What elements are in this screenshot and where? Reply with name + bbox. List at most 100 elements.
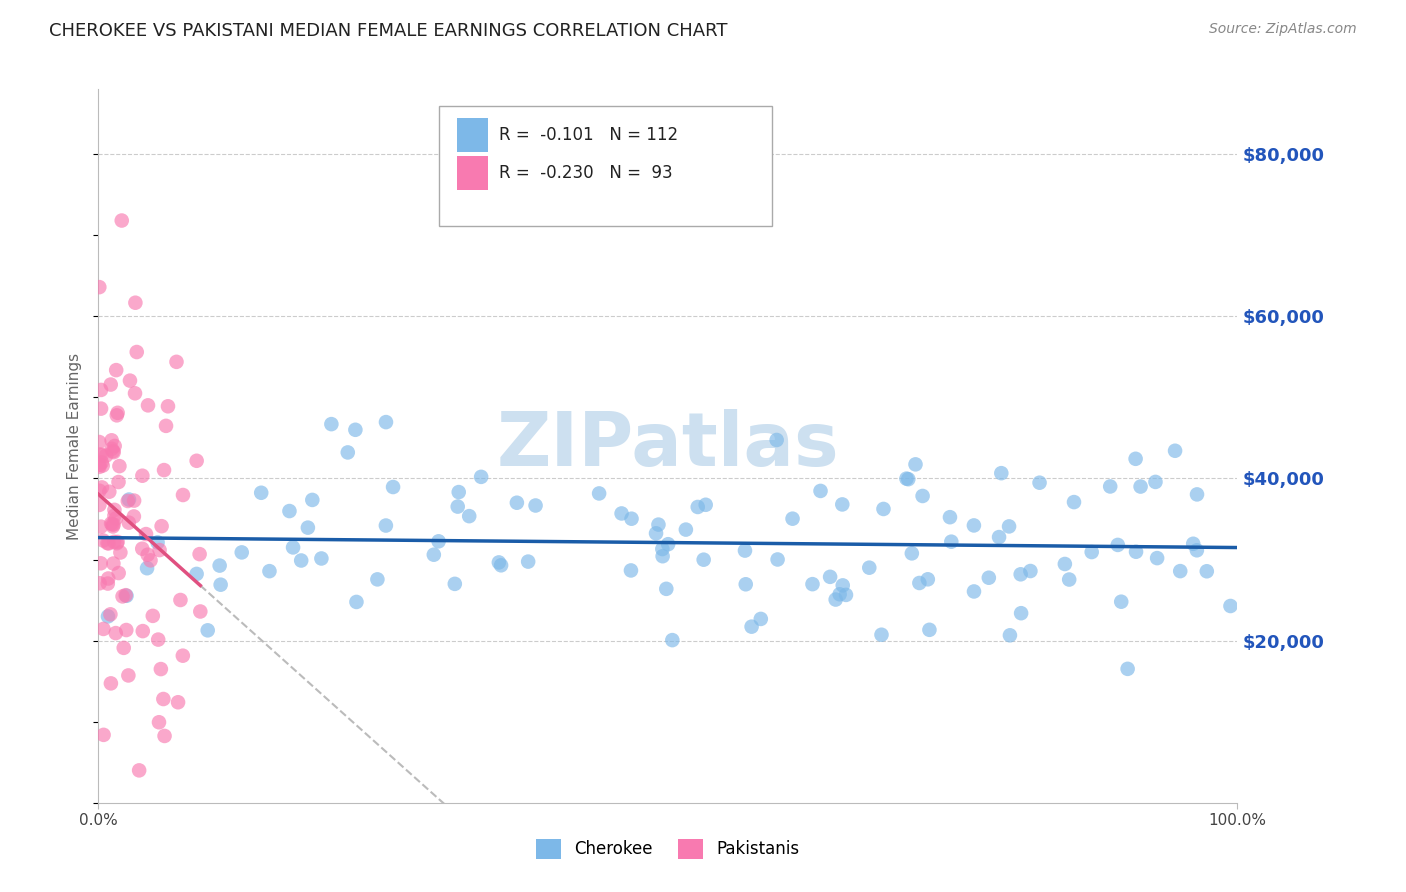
Point <box>1028 475 1050 490</box>
Point <box>977 571 1000 585</box>
Point <box>1057 573 1080 587</box>
Point <box>172 648 194 663</box>
Point <box>1099 479 1122 493</box>
Point <box>90 449 112 463</box>
Point <box>1219 599 1241 613</box>
Point <box>374 518 396 533</box>
Point <box>231 545 253 559</box>
Point <box>366 573 388 587</box>
Point <box>89 459 111 474</box>
Point <box>647 517 669 532</box>
Point <box>620 564 643 578</box>
Point <box>101 444 124 458</box>
Point <box>458 509 481 524</box>
Point <box>447 485 470 500</box>
Point <box>489 558 512 573</box>
Point <box>103 534 125 549</box>
Point <box>1010 606 1032 620</box>
Point <box>904 458 927 472</box>
Point <box>108 459 131 474</box>
Point <box>1053 557 1076 571</box>
Point <box>131 468 153 483</box>
Point <box>675 523 697 537</box>
Point <box>97 576 120 591</box>
Point <box>110 545 132 559</box>
Point <box>97 609 120 624</box>
Point <box>89 498 111 512</box>
Point <box>104 511 127 525</box>
Text: Source: ZipAtlas.com: Source: ZipAtlas.com <box>1209 22 1357 37</box>
Point <box>1185 543 1208 558</box>
Point <box>1144 475 1167 489</box>
Point <box>91 480 114 494</box>
Point <box>153 463 176 477</box>
Point <box>197 624 219 638</box>
Point <box>89 576 111 591</box>
Point <box>301 492 323 507</box>
Point <box>1109 595 1132 609</box>
Point <box>166 355 188 369</box>
Point <box>107 475 129 489</box>
Point <box>831 578 853 592</box>
Point <box>858 560 880 574</box>
Point <box>651 549 673 564</box>
Point <box>655 582 678 596</box>
Point <box>89 280 111 294</box>
Point <box>100 434 122 448</box>
Point <box>1182 537 1205 551</box>
Point <box>128 764 150 778</box>
Point <box>423 548 446 562</box>
Point <box>139 553 162 567</box>
Point <box>149 662 172 676</box>
Point <box>100 607 122 622</box>
Point <box>149 543 172 558</box>
Point <box>782 511 804 525</box>
Point <box>831 497 853 511</box>
Point <box>901 546 924 560</box>
Point <box>588 486 610 500</box>
Point <box>470 470 492 484</box>
Point <box>801 577 824 591</box>
Point <box>111 213 134 227</box>
Point <box>122 509 145 524</box>
Point <box>90 401 112 416</box>
Point <box>427 534 450 549</box>
Point <box>810 483 832 498</box>
Point <box>336 445 359 459</box>
Point <box>117 668 139 682</box>
Point <box>111 590 134 604</box>
Point <box>169 593 191 607</box>
Point <box>152 692 174 706</box>
Point <box>963 584 986 599</box>
Point <box>118 374 141 388</box>
Point <box>911 489 934 503</box>
Text: R =  -0.230   N =  93: R = -0.230 N = 93 <box>499 164 673 182</box>
Point <box>1080 545 1102 559</box>
Point <box>148 632 170 647</box>
Point <box>278 504 301 518</box>
Point <box>91 458 114 473</box>
Point <box>988 530 1011 544</box>
Point <box>321 417 343 431</box>
Point <box>172 488 194 502</box>
Point <box>115 589 138 603</box>
Point <box>156 399 179 413</box>
Point <box>447 500 470 514</box>
Point <box>835 588 858 602</box>
Point <box>346 595 368 609</box>
Text: ZIPatlas: ZIPatlas <box>496 409 839 483</box>
Point <box>101 517 124 532</box>
Point <box>259 564 281 578</box>
Point <box>93 728 115 742</box>
Point <box>89 435 111 450</box>
Point <box>107 535 129 549</box>
Point <box>620 512 643 526</box>
Point <box>124 386 146 401</box>
Point <box>100 377 122 392</box>
Point <box>90 557 112 571</box>
Point <box>122 493 145 508</box>
Point <box>872 502 894 516</box>
Point <box>311 551 333 566</box>
Point <box>610 507 633 521</box>
Text: R =  -0.101   N = 112: R = -0.101 N = 112 <box>499 126 678 144</box>
